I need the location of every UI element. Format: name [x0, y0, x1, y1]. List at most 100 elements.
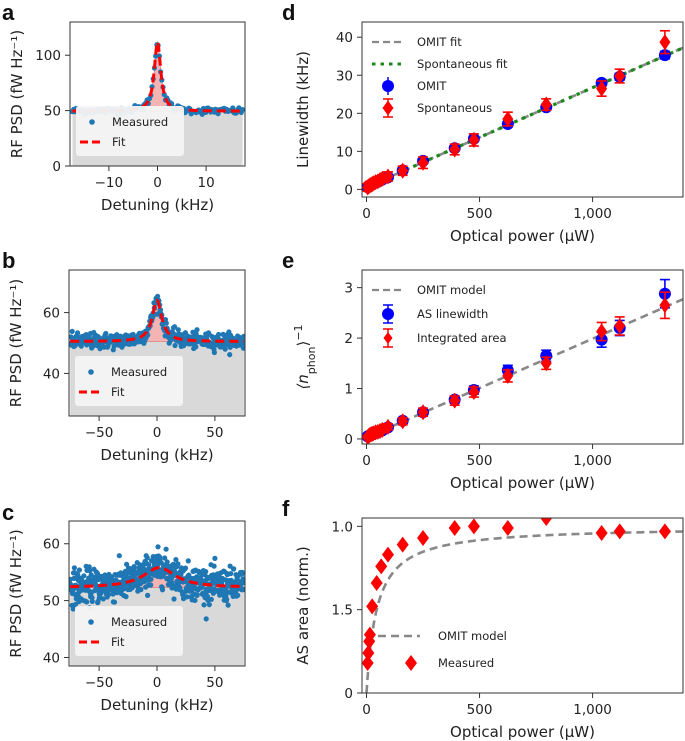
measured-point	[381, 546, 394, 563]
integrated-area-point	[659, 297, 671, 314]
measured-point	[164, 559, 170, 565]
measured-point	[84, 599, 90, 605]
measured-point	[225, 602, 231, 608]
spontaneous-point	[614, 68, 626, 85]
measured-point	[230, 105, 236, 111]
measured-point	[227, 352, 233, 358]
panel-letter: a	[2, 0, 15, 25]
measured-point	[396, 536, 409, 553]
y-axis-label: RF PSD (fW Hz⁻¹)	[7, 529, 25, 657]
measured-point	[217, 592, 223, 598]
y-tick-label: 40	[336, 30, 353, 46]
legend-label: OMIT fit	[417, 35, 462, 49]
legend-ia-marker	[383, 332, 393, 344]
measured-point	[222, 346, 228, 352]
spontaneous-point	[417, 154, 429, 171]
measured-point	[71, 565, 77, 571]
y-axis-label: AS area (norm.)	[294, 546, 312, 664]
x-tick-label: 0	[362, 206, 371, 222]
measured-point	[184, 594, 190, 600]
measured-point	[144, 555, 150, 561]
x-tick-label: 10	[198, 175, 215, 191]
y-tick-label: 60	[43, 537, 60, 553]
legend-label: Integrated area	[417, 331, 507, 345]
measured-point	[224, 596, 230, 603]
measured-point	[81, 573, 87, 579]
legend-measured-marker	[405, 655, 417, 671]
measured-point	[123, 594, 129, 600]
y-tick-label: 3	[344, 281, 353, 297]
measured-point	[124, 575, 130, 581]
y-tick-label: 50	[44, 104, 61, 120]
spontaneous-point	[449, 141, 461, 158]
measured-point	[370, 575, 383, 591]
x-tick-label: 500	[467, 702, 493, 718]
legend-label: Spontaneous	[417, 101, 492, 115]
measured-point	[212, 555, 218, 562]
integrated-area-point	[614, 317, 626, 334]
x-tick-label: 0	[153, 425, 162, 441]
spontaneous-point	[540, 96, 552, 113]
measured-point	[595, 525, 608, 541]
legend-measured-marker	[88, 619, 94, 625]
measured-point	[194, 327, 200, 333]
measured-point	[241, 333, 245, 339]
measured-point	[206, 602, 212, 608]
spontaneous-point	[382, 168, 394, 185]
panel-e: OMIT model AS linewidth Integrated area e 0 5…	[282, 248, 684, 492]
measured-point	[148, 576, 154, 582]
measured-point	[163, 546, 169, 552]
measured-point	[362, 655, 374, 671]
measured-point	[193, 344, 199, 350]
measured-point	[417, 530, 430, 546]
measured-point	[163, 320, 169, 326]
measured-point	[88, 572, 94, 578]
measured-point	[116, 553, 122, 559]
x-tick-label: −50	[85, 425, 114, 441]
measured-point	[208, 596, 214, 603]
measured-point	[131, 564, 137, 570]
fit-line	[70, 298, 244, 343]
y-tick-label: 30	[336, 68, 353, 84]
spontaneous-point	[468, 131, 480, 148]
measured-point	[155, 293, 161, 299]
measured-point	[228, 571, 234, 577]
y-tick-label: 10	[336, 144, 353, 160]
measured-point	[240, 338, 245, 344]
measured-point	[240, 570, 245, 576]
y-tick-label: 0	[344, 182, 353, 198]
legend-label: OMIT model	[417, 283, 486, 297]
measured-point	[540, 518, 553, 526]
measured-point	[76, 567, 82, 573]
y-tick-label: 40	[43, 650, 60, 666]
measured-point	[87, 568, 93, 574]
x-axis-label: Optical power (μW)	[450, 723, 595, 741]
y-tick-label: 1.0	[332, 519, 353, 535]
measured-point	[145, 592, 151, 599]
measured-point	[231, 566, 237, 572]
legend-measured-label: Measured	[111, 615, 167, 629]
measured-point	[172, 342, 178, 349]
measured-point	[70, 606, 76, 612]
x-tick-label: 50	[206, 425, 223, 441]
measured-point	[192, 597, 198, 604]
measured-point	[159, 587, 166, 593]
y-tick-label: 40	[43, 366, 60, 382]
legend-fit-label: Fit	[112, 135, 126, 149]
fit-line	[70, 566, 244, 589]
measured-point	[194, 592, 200, 598]
integrated-area-point	[417, 404, 429, 421]
measured-point	[375, 558, 388, 575]
plot-frame	[361, 21, 684, 198]
x-tick-label: 1,000	[573, 453, 612, 469]
measured-point	[155, 544, 161, 550]
legend-measured-marker	[88, 369, 94, 375]
panel-c: Measured Fit c −50 0 50 40 50 60 Detuning (kHz) RF…	[2, 500, 246, 714]
y-tick-label: 20	[336, 106, 353, 122]
legend-label: OMIT model	[438, 629, 507, 643]
measured-point	[362, 645, 375, 661]
measured-point	[137, 562, 143, 568]
measured-point	[69, 328, 75, 334]
measured-point	[240, 345, 245, 351]
